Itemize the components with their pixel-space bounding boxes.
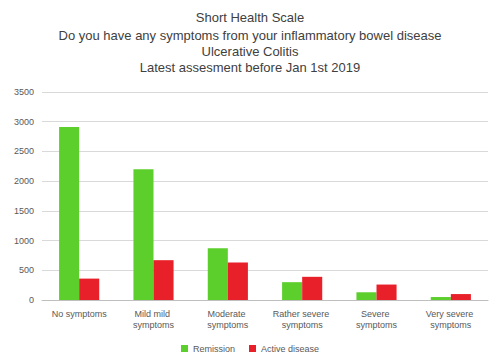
svg-text:3500: 3500 (14, 87, 34, 97)
svg-text:symptoms: symptoms (133, 320, 175, 330)
svg-text:2000: 2000 (14, 176, 34, 186)
svg-text:Moderate: Moderate (208, 309, 249, 319)
svg-text:symptoms: symptoms (282, 320, 324, 330)
svg-text:Mild mild: Mild mild (134, 309, 172, 319)
svg-text:symptoms: symptoms (207, 320, 249, 330)
svg-text:Severe: Severe (361, 309, 392, 319)
svg-text:0: 0 (29, 295, 34, 305)
svg-text:3000: 3000 (14, 117, 34, 127)
svg-text:2500: 2500 (14, 146, 34, 156)
svg-text:Do you have any symptoms from: Do you have any symptoms from your infla… (59, 28, 442, 43)
svg-text:Very severe: Very severe (426, 309, 476, 319)
svg-text:symptoms: symptoms (356, 320, 398, 330)
svg-text:Remission: Remission (193, 344, 235, 354)
svg-text:500: 500 (19, 265, 34, 275)
svg-text:1000: 1000 (14, 236, 34, 246)
svg-text:Rather severe: Rather severe (273, 309, 332, 319)
svg-text:Latest assesment before Jan 1s: Latest assesment before Jan 1st 2019 (140, 60, 360, 75)
svg-text:No symptoms: No symptoms (52, 309, 108, 319)
svg-text:Ulcerative Colitis: Ulcerative Colitis (202, 44, 299, 59)
svg-text:Short Health Scale: Short Health Scale (196, 10, 304, 25)
svg-text:Active disease: Active disease (261, 344, 319, 354)
svg-text:symptoms: symptoms (430, 320, 472, 330)
svg-text:1500: 1500 (14, 206, 34, 216)
